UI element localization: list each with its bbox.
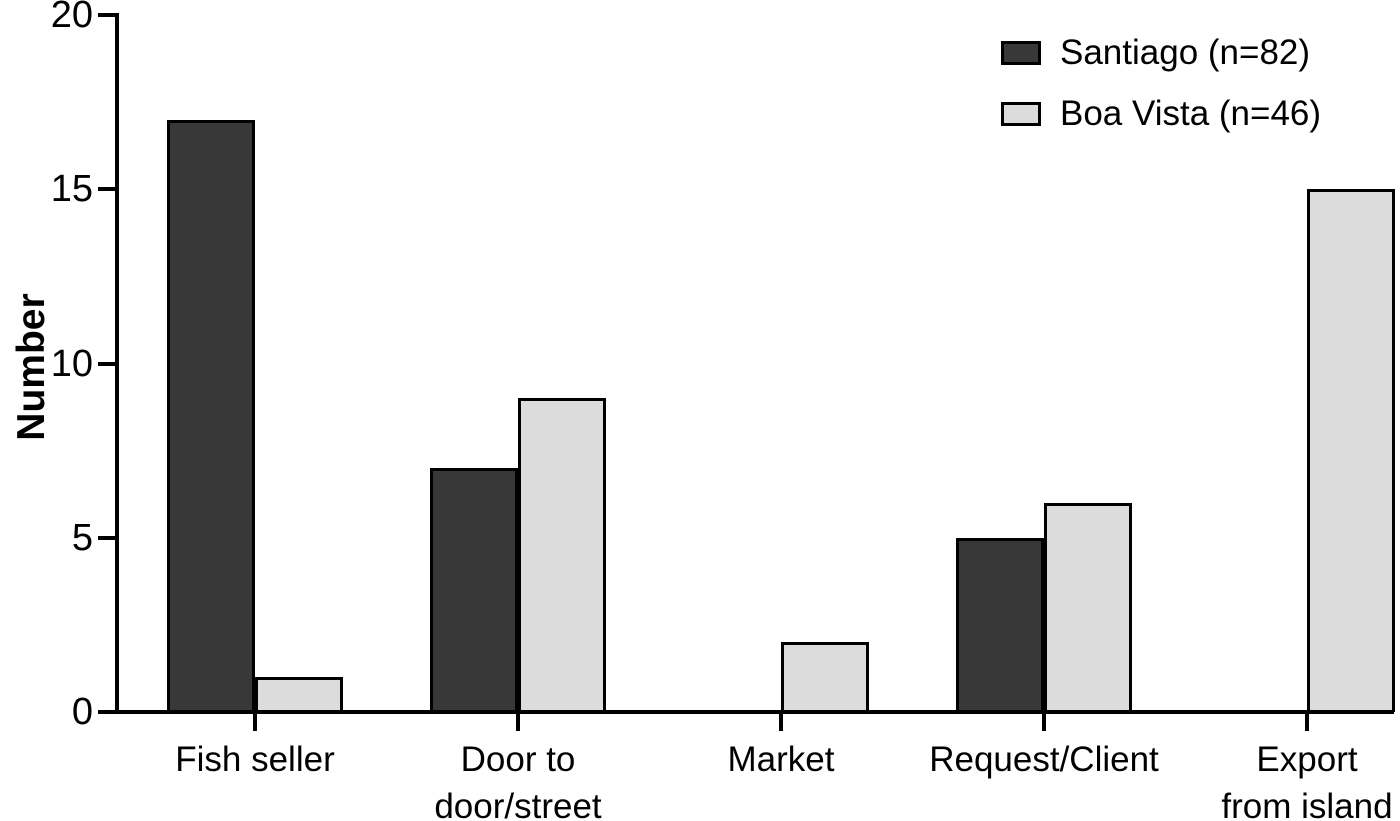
y-tick-label: 0 [71, 691, 93, 733]
y-tick-mark [98, 187, 115, 192]
y-tick-mark [98, 535, 115, 540]
bar-boa-cat0 [255, 677, 343, 712]
x-axis-line [115, 710, 1394, 714]
legend-item-boa-vista: Boa Vista (n=46) [1001, 83, 1321, 144]
legend: Santiago (n=82) Boa Vista (n=46) [1001, 22, 1321, 144]
x-tick-mark [1042, 712, 1046, 731]
x-category-label: Door to door/street [434, 740, 602, 821]
x-category-label: Request/Client [929, 740, 1159, 779]
legend-swatch-boa-vista [1001, 101, 1041, 126]
bar-santiago-cat0 [167, 119, 255, 712]
y-tick-mark [98, 361, 115, 366]
legend-label-santiago: Santiago (n=82) [1060, 32, 1311, 72]
legend-swatch-santiago [1001, 40, 1041, 65]
y-tick-mark [98, 710, 115, 714]
y-tick-mark [98, 13, 115, 17]
x-tick-mark [253, 712, 257, 731]
y-tick-label: 5 [71, 516, 93, 559]
x-category-label: Market [727, 740, 835, 779]
y-tick-label: 10 [50, 342, 93, 385]
x-category-label: Fish seller [175, 740, 335, 779]
y-axis-line [115, 13, 119, 714]
x-tick-mark [1305, 712, 1309, 731]
bar-boa-cat1 [518, 398, 606, 712]
y-tick-label: 20 [50, 0, 93, 36]
bar-santiago-cat1 [430, 468, 518, 712]
x-tick-mark [516, 712, 520, 731]
x-tick-mark [779, 712, 783, 731]
bar-boa-cat4 [1307, 189, 1395, 712]
x-category-label: Export from island [1221, 740, 1393, 821]
legend-item-santiago: Santiago (n=82) [1001, 22, 1321, 83]
bar-santiago-cat3 [956, 537, 1044, 712]
bar-boa-cat3 [1044, 502, 1132, 712]
legend-label-boa-vista: Boa Vista (n=46) [1060, 93, 1322, 133]
bar-boa-cat2 [781, 642, 869, 712]
y-tick-label: 15 [50, 168, 93, 211]
